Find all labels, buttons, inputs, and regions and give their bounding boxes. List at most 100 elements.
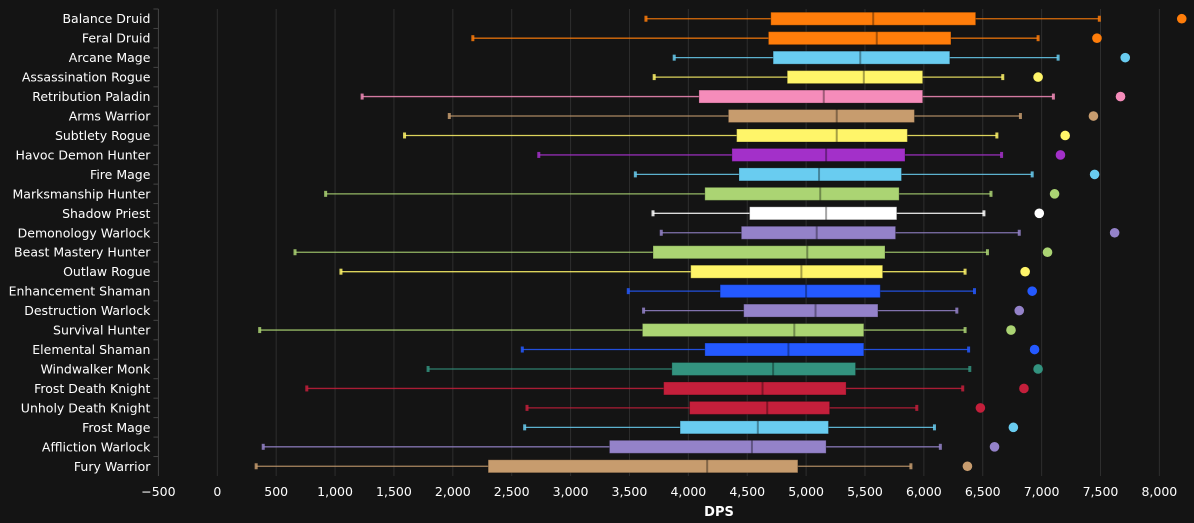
iqr-box xyxy=(738,167,902,182)
gridlines xyxy=(216,9,1160,476)
outlier-point[interactable] xyxy=(1014,305,1025,316)
whisker-min-cap xyxy=(261,443,265,450)
box-elemental-shaman[interactable] xyxy=(520,342,1040,357)
whisker-min-cap xyxy=(520,346,524,353)
box-fire-mage[interactable] xyxy=(633,167,1100,182)
box-beast-mastery-hunter[interactable] xyxy=(293,245,1053,260)
whisker-min-cap xyxy=(644,15,648,22)
whisker-min-cap xyxy=(305,385,309,392)
box-destruction-warlock[interactable] xyxy=(642,303,1025,318)
x-tick-label: 8,000 xyxy=(1141,484,1177,499)
x-tick-label: 5,000 xyxy=(788,484,824,499)
whisker-max-cap xyxy=(961,385,965,392)
category-label: Beast Mastery Hunter xyxy=(14,245,151,260)
box-arcane-mage[interactable] xyxy=(672,50,1131,65)
box-affliction-warlock[interactable] xyxy=(261,439,1000,454)
category-label: Subtlety Rogue xyxy=(55,128,151,143)
category-label: Affliction Warlock xyxy=(42,439,151,454)
x-tick-label: −500 xyxy=(141,484,175,499)
outlier-point[interactable] xyxy=(1008,422,1019,433)
category-label: Windwalker Monk xyxy=(40,361,151,376)
outlier-point[interactable] xyxy=(1176,13,1187,24)
whisker-max-cap xyxy=(985,249,989,256)
y-axis: Balance Druid Feral Druid Arcane Mage Assas… xyxy=(9,8,159,476)
outlier-point[interactable] xyxy=(1060,130,1070,141)
outlier-point[interactable] xyxy=(1019,383,1029,394)
outlier-point[interactable] xyxy=(1120,52,1131,63)
outlier-point[interactable] xyxy=(1092,33,1102,43)
box-survival-hunter[interactable] xyxy=(258,323,1016,338)
box-subtlety-rogue[interactable] xyxy=(403,128,1070,143)
iqr-box xyxy=(671,361,857,376)
box-shadow-priest[interactable] xyxy=(651,206,1045,221)
whisker-max-cap xyxy=(909,463,913,470)
whisker-min-cap xyxy=(523,424,527,431)
x-tick-label: 0 xyxy=(213,484,221,499)
box-balance-druid[interactable] xyxy=(644,11,1187,26)
box-fury-warrior[interactable] xyxy=(254,459,973,474)
iqr-box xyxy=(731,147,906,162)
iqr-box xyxy=(772,50,951,65)
outlier-point[interactable] xyxy=(1049,189,1060,199)
whisker-max-cap xyxy=(1030,171,1034,178)
iqr-box xyxy=(736,128,908,143)
outlier-point[interactable] xyxy=(1020,266,1030,277)
iqr-box xyxy=(786,70,924,85)
box-havoc-demon-hunter[interactable] xyxy=(537,147,1066,162)
iqr-box xyxy=(608,439,827,454)
category-label: Assassination Rogue xyxy=(22,70,151,85)
outlier-point[interactable] xyxy=(989,442,1000,452)
outlier-point[interactable] xyxy=(1006,325,1016,335)
outlier-point[interactable] xyxy=(975,403,986,413)
outlier-point[interactable] xyxy=(1055,150,1066,160)
x-tick-label: 3,500 xyxy=(612,484,648,499)
box-arms-warrior[interactable] xyxy=(447,109,1099,124)
outlier-point[interactable] xyxy=(1109,227,1120,238)
category-label: Frost Mage xyxy=(82,420,151,435)
x-tick-label: 500 xyxy=(264,484,288,499)
category-label: Fury Warrior xyxy=(74,459,151,474)
box-demonology-warlock[interactable] xyxy=(659,225,1120,240)
outlier-point[interactable] xyxy=(1042,247,1053,258)
iqr-box xyxy=(690,264,884,279)
whisker-max-cap xyxy=(1000,151,1004,158)
box-retribution-paladin[interactable] xyxy=(360,89,1126,104)
box-marksmanship-hunter[interactable] xyxy=(324,186,1060,201)
box-frost-death-knight[interactable] xyxy=(305,381,1029,396)
whisker-max-cap xyxy=(955,307,959,314)
category-label: Enhancement Shaman xyxy=(9,284,151,299)
outlier-point[interactable] xyxy=(962,461,973,472)
whisker-min-cap xyxy=(254,463,258,470)
iqr-box xyxy=(652,245,886,260)
box-outlaw-rogue[interactable] xyxy=(339,264,1030,279)
outlier-point[interactable] xyxy=(1088,111,1099,121)
outlier-point[interactable] xyxy=(1029,344,1040,355)
x-tick-label: 6,000 xyxy=(906,484,942,499)
whisker-min-cap xyxy=(339,268,343,275)
outlier-point[interactable] xyxy=(1089,169,1100,180)
outlier-point[interactable] xyxy=(1115,91,1126,102)
whisker-min-cap xyxy=(293,249,297,256)
whisker-max-cap xyxy=(932,424,936,431)
whisker-max-cap xyxy=(963,268,967,275)
whisker-max-cap xyxy=(967,346,971,353)
category-label: Balance Druid xyxy=(62,11,150,26)
iqr-box xyxy=(770,11,977,26)
category-label: Outlaw Rogue xyxy=(63,264,151,279)
outlier-point[interactable] xyxy=(1034,208,1045,219)
box-frost-mage[interactable] xyxy=(523,420,1019,435)
box-feral-druid[interactable] xyxy=(471,31,1102,46)
box-assassination-rogue[interactable] xyxy=(652,70,1043,85)
whisker-min-cap xyxy=(426,365,430,372)
box-unholy-death-knight[interactable] xyxy=(525,400,986,415)
boxes xyxy=(254,11,1187,474)
category-label: Survival Hunter xyxy=(53,323,151,338)
whisker-min-cap xyxy=(471,35,475,42)
box-windwalker-monk[interactable] xyxy=(426,361,1043,376)
box-enhancement-shaman[interactable] xyxy=(626,284,1037,299)
outlier-point[interactable] xyxy=(1027,286,1037,296)
outlier-point[interactable] xyxy=(1033,364,1043,374)
whisker-max-cap xyxy=(995,132,999,139)
whisker-min-cap xyxy=(447,113,451,120)
outlier-point[interactable] xyxy=(1033,72,1043,82)
